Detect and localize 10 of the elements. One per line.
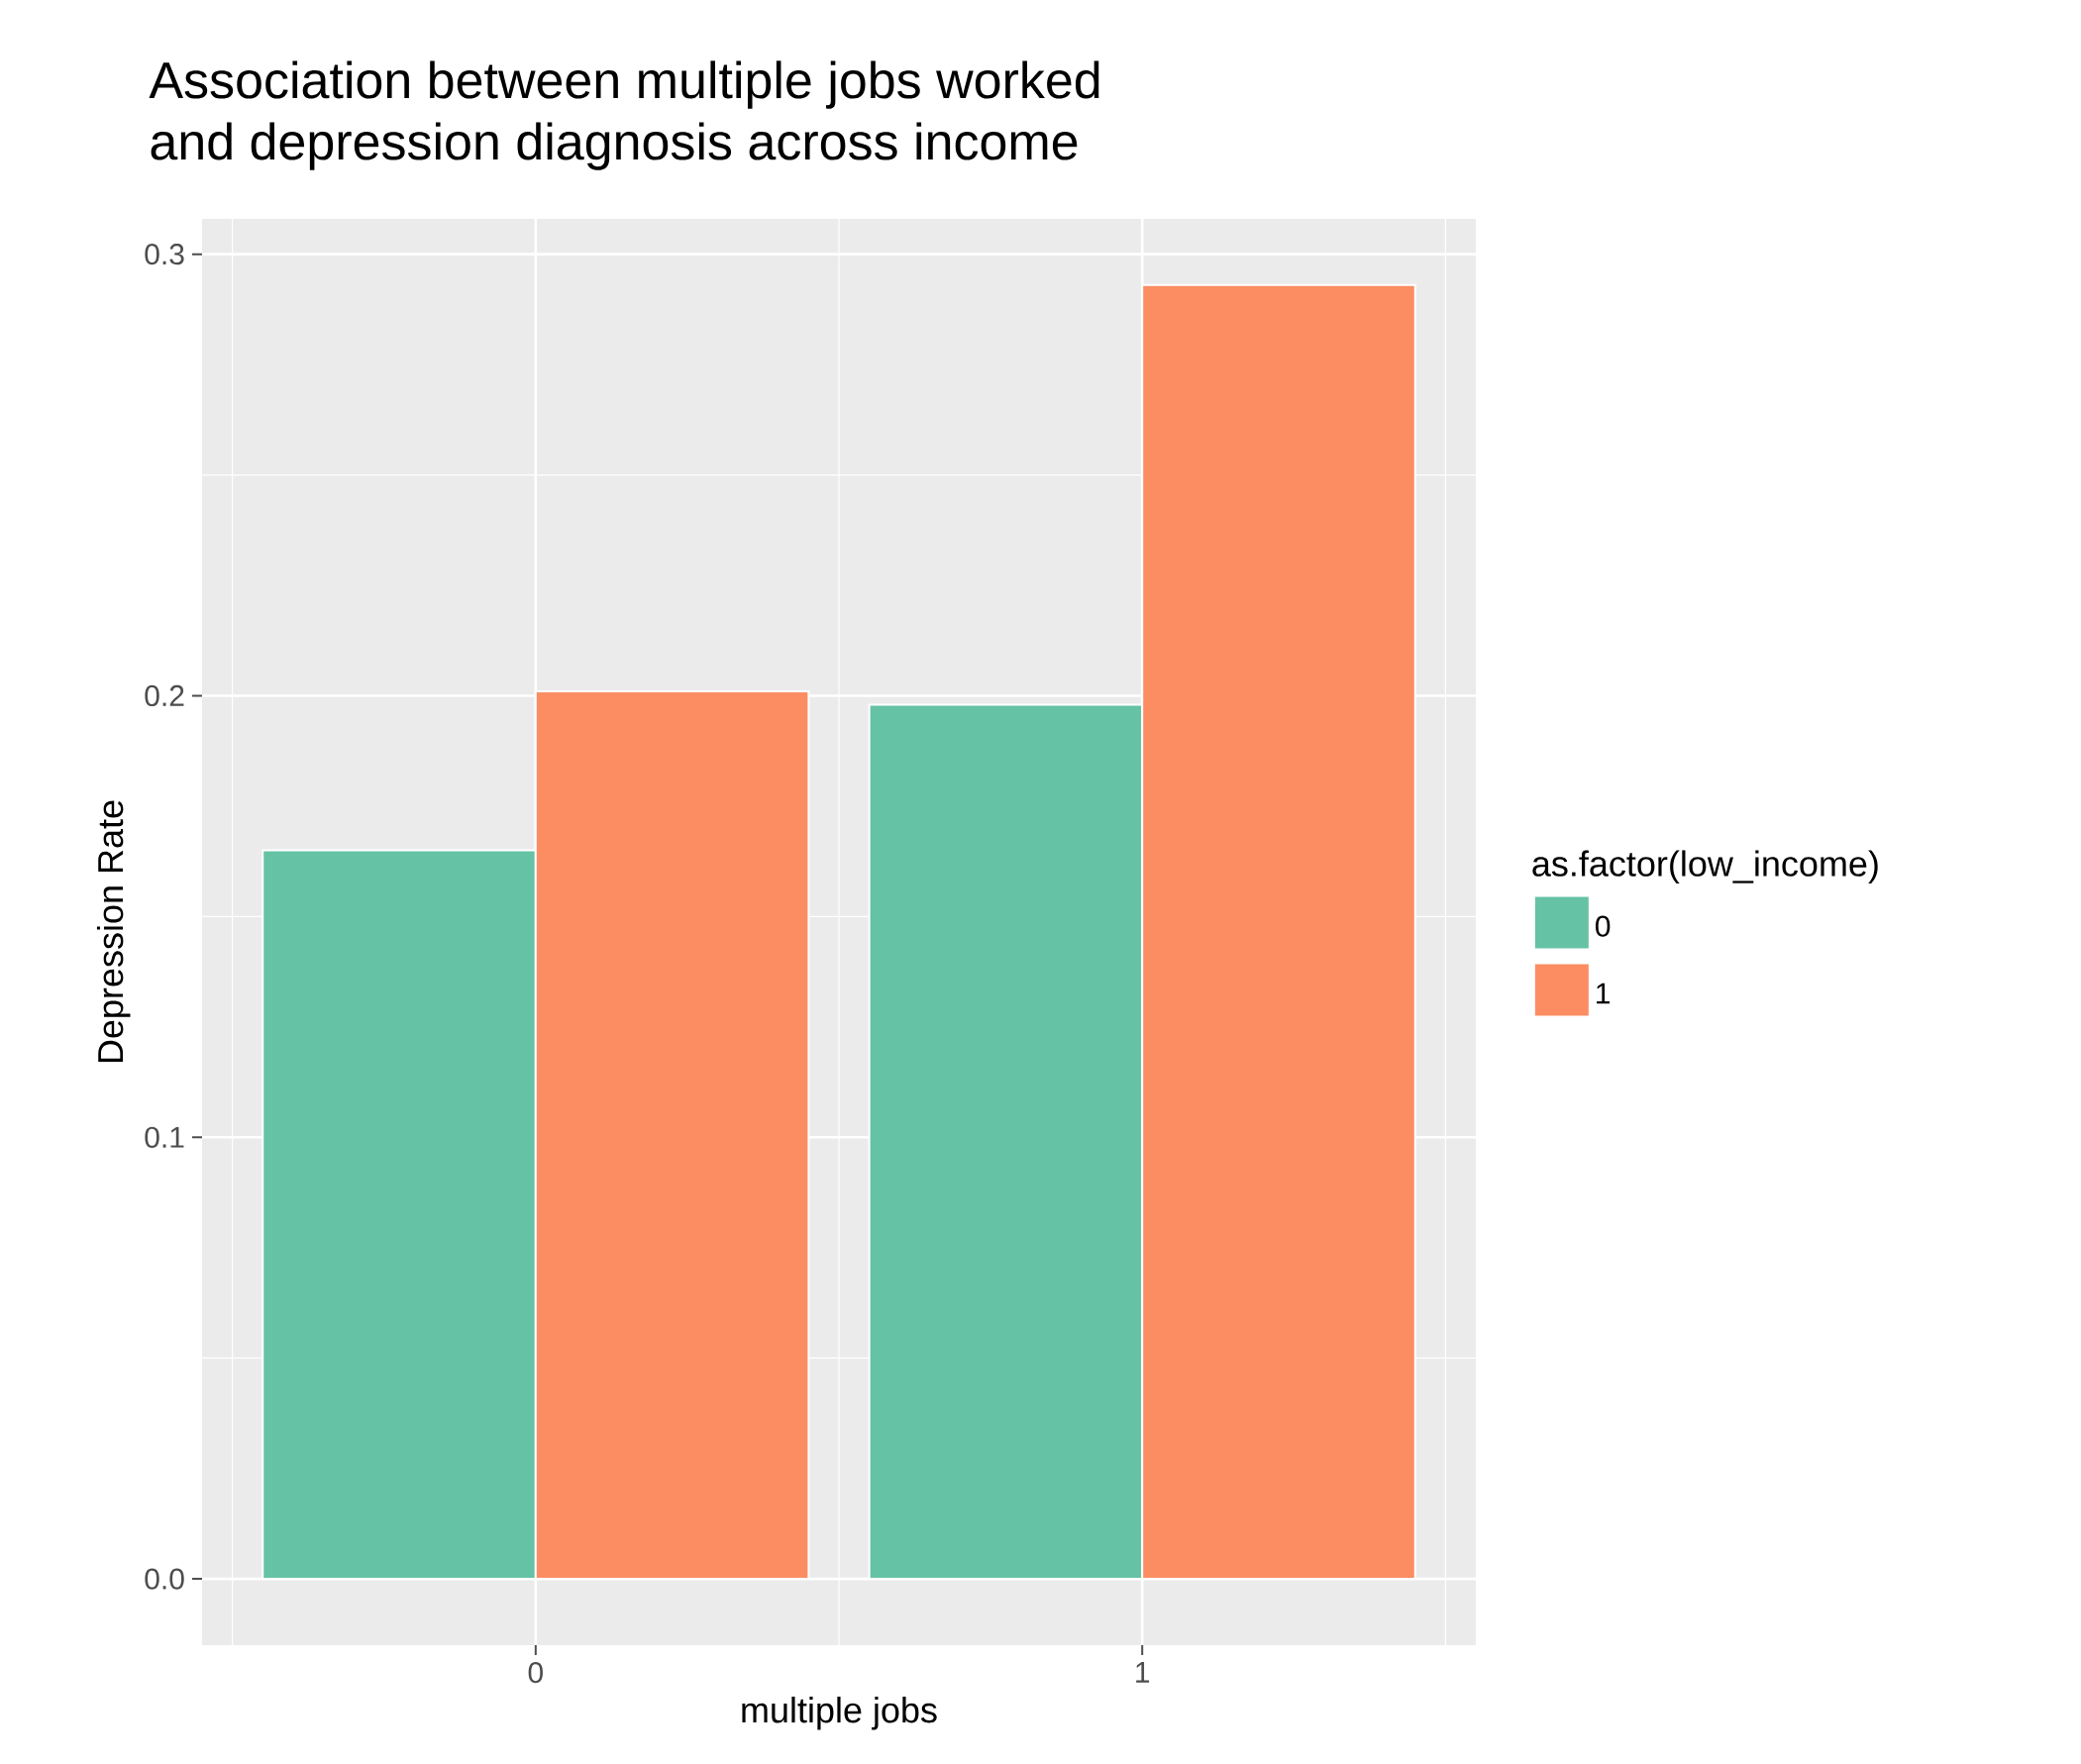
legend-label: 1 xyxy=(1597,983,1611,1004)
chart-title: Association between multiple jobs worked and depression diagnosis across income xyxy=(149,60,1099,170)
y-tick-label: 0.1 xyxy=(145,1126,184,1148)
y-tick-label: 0.3 xyxy=(145,244,184,265)
y-tick-label: 0.2 xyxy=(145,684,184,707)
y-axis-title: Depression Rate xyxy=(96,800,131,1063)
y-tick-label: 0.0 xyxy=(145,1568,184,1590)
legend-title: as.factor(low_income) xyxy=(1532,850,1878,883)
x-axis-title: multiple jobs xyxy=(742,1697,937,1730)
legend-label: 0 xyxy=(1596,915,1611,937)
